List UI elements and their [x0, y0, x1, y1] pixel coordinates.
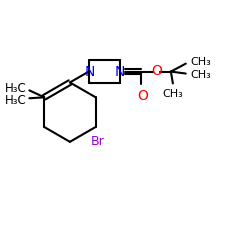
Text: Br: Br — [91, 135, 104, 148]
Text: O: O — [152, 64, 162, 78]
Text: N: N — [114, 64, 125, 78]
Text: H₃C: H₃C — [5, 82, 26, 95]
Text: CH₃: CH₃ — [191, 57, 212, 67]
Text: H₃C: H₃C — [5, 94, 26, 107]
Text: CH₃: CH₃ — [191, 70, 212, 80]
Text: N: N — [84, 64, 95, 78]
Text: CH₃: CH₃ — [162, 90, 183, 100]
Text: O: O — [137, 90, 148, 104]
